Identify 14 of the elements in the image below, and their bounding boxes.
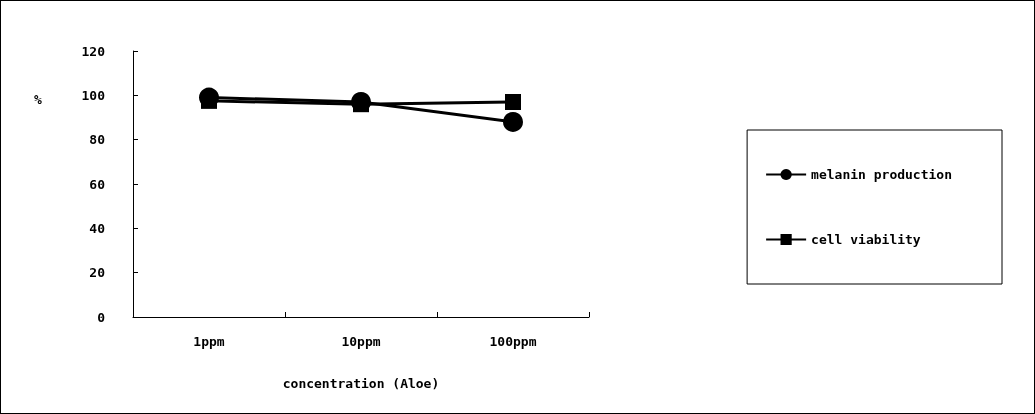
x-axis-title: concentration (Aloe) [282, 376, 440, 391]
x-tick-label: 10ppm [341, 334, 381, 349]
y-tick-label: 20 [89, 265, 106, 281]
legend-label: cell viability [811, 232, 921, 247]
y-tick-label: 100 [81, 87, 106, 103]
x-tick-label: 1ppm [193, 334, 225, 349]
y-tick-label: 40 [89, 220, 106, 236]
x-tick-label: 100ppm [489, 334, 537, 349]
legend-label: melanin production [811, 167, 953, 182]
y-tick-label: 120 [81, 43, 106, 59]
y-tick-label: 80 [89, 132, 106, 148]
y-axis-title: % [34, 92, 43, 107]
y-tick-label: 60 [89, 176, 106, 192]
y-tick-label: 0 [97, 309, 106, 325]
